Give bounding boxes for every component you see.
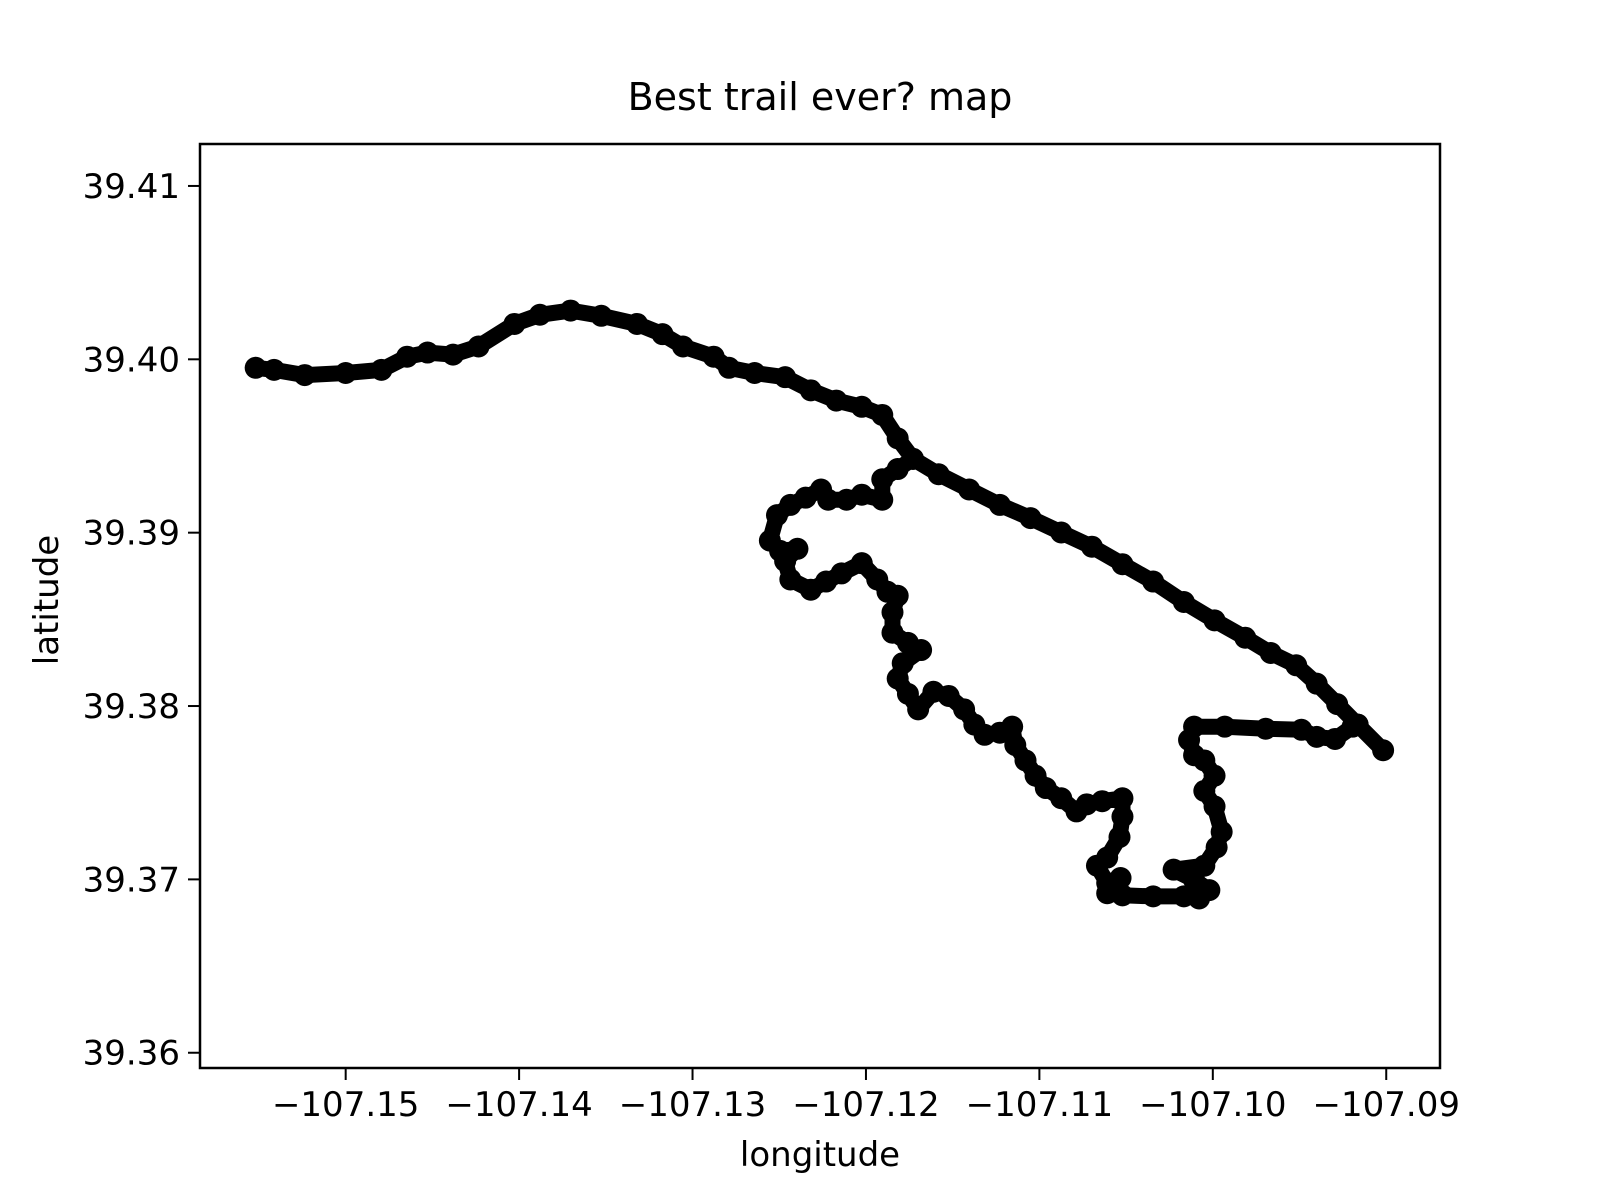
trail-point <box>626 312 649 335</box>
trail-point <box>830 562 853 585</box>
trail-point <box>528 303 551 326</box>
trail-point <box>671 335 694 358</box>
trail-point <box>779 568 802 591</box>
trail-point <box>559 299 582 322</box>
trail-point <box>263 358 286 381</box>
trail-point <box>1203 609 1226 632</box>
trail-point <box>774 366 797 389</box>
trail-point <box>1019 507 1042 530</box>
trail-point <box>590 304 613 327</box>
trail-point <box>871 468 894 491</box>
trail-point <box>1108 826 1131 849</box>
y-tick-label: 39.40 <box>83 340 180 380</box>
trail-point <box>774 550 797 573</box>
trail-point <box>1213 715 1236 738</box>
trail-point <box>907 698 930 721</box>
trail-point <box>871 403 894 426</box>
trail-point <box>910 639 933 662</box>
trail-point <box>467 335 490 358</box>
trail-point <box>1305 725 1328 748</box>
x-tick-label: −107.12 <box>792 1085 939 1125</box>
trail-point <box>1034 777 1057 800</box>
trail-point <box>886 427 909 450</box>
trail-point <box>1111 787 1134 810</box>
trail-point <box>244 356 267 379</box>
x-tick-label: −107.14 <box>445 1085 592 1125</box>
trail-point <box>886 458 909 481</box>
trail-point <box>1085 854 1108 877</box>
y-tick-label: 39.41 <box>83 167 180 207</box>
trail-point <box>1210 820 1233 843</box>
trail-point <box>1162 858 1185 881</box>
y-tick-label: 39.39 <box>83 514 180 554</box>
trail-point <box>937 684 960 707</box>
trail-point <box>416 341 439 364</box>
trail-point <box>1080 535 1103 558</box>
trail-point <box>1234 626 1257 649</box>
trail-point <box>1346 713 1369 736</box>
x-tick-label: −107.11 <box>966 1085 1113 1125</box>
trail-point <box>1193 854 1216 877</box>
y-tick-label: 39.36 <box>83 1034 180 1074</box>
trail-point <box>850 395 873 418</box>
trail-point <box>1326 693 1349 716</box>
trail-point <box>825 389 848 412</box>
trail-point <box>1142 570 1165 593</box>
trail-point <box>1111 805 1134 828</box>
trail-point <box>651 323 674 346</box>
plot-frame <box>198 142 1442 1070</box>
trail-point <box>1109 866 1132 889</box>
trail-point <box>743 362 766 385</box>
x-tick-label: −107.10 <box>1139 1085 1286 1125</box>
trail-point <box>835 488 858 511</box>
trail-point <box>702 345 725 368</box>
trail-point <box>958 478 981 501</box>
trail-point <box>334 362 357 385</box>
chart-title: Best trail ever? map <box>628 75 1013 119</box>
trail-point <box>1285 654 1308 677</box>
y-axis-label: latitude <box>27 535 67 665</box>
trail-point <box>1254 717 1277 740</box>
trail-point <box>881 601 904 624</box>
trail-point <box>1259 641 1282 664</box>
x-tick-label: −107.13 <box>619 1085 766 1125</box>
trail-point <box>850 552 873 575</box>
trail-point <box>871 488 894 511</box>
trail-point <box>1183 715 1206 738</box>
x-tick-label: −107.09 <box>1313 1085 1460 1125</box>
y-tick-label: 39.38 <box>83 687 180 727</box>
trail-point <box>799 379 822 402</box>
x-tick-label: −107.15 <box>272 1085 419 1125</box>
trail-point <box>442 343 465 366</box>
trail-point <box>927 463 950 486</box>
trail-point <box>1050 787 1073 810</box>
trail-point <box>1324 727 1347 750</box>
trail-point <box>988 493 1011 516</box>
trail-point <box>1091 790 1114 813</box>
trail-point <box>765 504 788 527</box>
trail-point <box>293 364 316 387</box>
trail-point <box>396 345 419 368</box>
trail-point <box>1305 672 1328 695</box>
trail-point <box>503 312 526 335</box>
trail-point <box>717 356 740 379</box>
trail-point <box>370 358 393 381</box>
trail-point <box>881 621 904 644</box>
x-axis-label: longitude <box>740 1135 900 1175</box>
trail-point <box>1111 884 1134 907</box>
trail-point <box>1372 739 1395 762</box>
trail-point <box>1001 715 1024 738</box>
trail-point <box>1050 521 1073 544</box>
trail-point <box>1172 591 1195 614</box>
trail-point <box>1111 553 1134 576</box>
y-tick-label: 39.37 <box>83 860 180 900</box>
trail-point <box>1142 885 1165 908</box>
